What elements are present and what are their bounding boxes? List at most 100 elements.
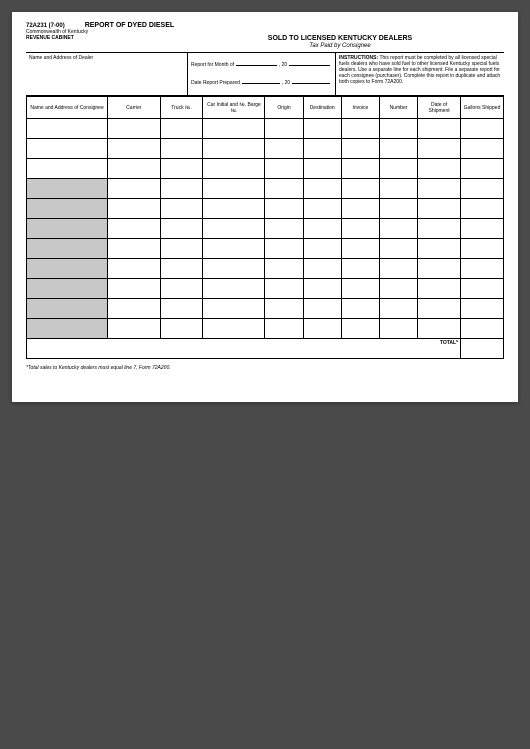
- table-cell[interactable]: [418, 299, 461, 319]
- table-cell[interactable]: [379, 199, 417, 219]
- table-cell[interactable]: [203, 179, 265, 199]
- report-year-blank[interactable]: [289, 65, 330, 66]
- table-cell[interactable]: [27, 139, 108, 159]
- table-cell[interactable]: [379, 259, 417, 279]
- table-cell[interactable]: [418, 259, 461, 279]
- table-cell[interactable]: [265, 279, 303, 299]
- table-cell[interactable]: [265, 259, 303, 279]
- table-cell[interactable]: [379, 299, 417, 319]
- table-cell[interactable]: [27, 119, 108, 139]
- table-cell[interactable]: [203, 299, 265, 319]
- table-cell[interactable]: [160, 279, 203, 299]
- table-cell[interactable]: [108, 299, 160, 319]
- table-cell[interactable]: [341, 159, 379, 179]
- report-month-blank[interactable]: [236, 65, 277, 66]
- table-cell[interactable]: [461, 179, 504, 199]
- table-cell[interactable]: [379, 319, 417, 339]
- table-cell[interactable]: [265, 119, 303, 139]
- table-cell[interactable]: [108, 139, 160, 159]
- table-cell[interactable]: [265, 159, 303, 179]
- table-cell[interactable]: [418, 139, 461, 159]
- table-cell[interactable]: [341, 179, 379, 199]
- table-cell[interactable]: [27, 159, 108, 179]
- table-cell[interactable]: [160, 179, 203, 199]
- table-cell[interactable]: [341, 299, 379, 319]
- table-cell[interactable]: [108, 279, 160, 299]
- table-cell[interactable]: [108, 239, 160, 259]
- table-cell[interactable]: [303, 279, 341, 299]
- table-cell[interactable]: [160, 159, 203, 179]
- table-cell[interactable]: [27, 179, 108, 199]
- table-cell[interactable]: [379, 119, 417, 139]
- table-cell[interactable]: [418, 319, 461, 339]
- table-cell[interactable]: [265, 239, 303, 259]
- table-cell[interactable]: [341, 239, 379, 259]
- table-cell[interactable]: [108, 259, 160, 279]
- table-cell[interactable]: [418, 239, 461, 259]
- date-prepared-blank[interactable]: [242, 83, 280, 84]
- table-cell[interactable]: [203, 219, 265, 239]
- table-cell[interactable]: [203, 119, 265, 139]
- table-cell[interactable]: [418, 199, 461, 219]
- table-cell[interactable]: [27, 199, 108, 219]
- table-cell[interactable]: [27, 239, 108, 259]
- table-cell[interactable]: [108, 199, 160, 219]
- table-cell[interactable]: [418, 179, 461, 199]
- table-cell[interactable]: [303, 259, 341, 279]
- table-cell[interactable]: [341, 139, 379, 159]
- table-cell[interactable]: [303, 239, 341, 259]
- table-cell[interactable]: [160, 259, 203, 279]
- table-cell[interactable]: [203, 159, 265, 179]
- table-cell[interactable]: [203, 139, 265, 159]
- table-cell[interactable]: [418, 119, 461, 139]
- table-cell[interactable]: [341, 119, 379, 139]
- table-cell[interactable]: [203, 259, 265, 279]
- table-cell[interactable]: [379, 179, 417, 199]
- table-cell[interactable]: [303, 199, 341, 219]
- table-cell[interactable]: [341, 199, 379, 219]
- table-cell[interactable]: [27, 279, 108, 299]
- table-cell[interactable]: [379, 239, 417, 259]
- table-cell[interactable]: [265, 199, 303, 219]
- table-cell[interactable]: [27, 259, 108, 279]
- table-cell[interactable]: [108, 319, 160, 339]
- table-cell[interactable]: [160, 119, 203, 139]
- table-cell[interactable]: [461, 119, 504, 139]
- table-cell[interactable]: [341, 319, 379, 339]
- table-cell[interactable]: [265, 139, 303, 159]
- table-cell[interactable]: [303, 159, 341, 179]
- table-cell[interactable]: [461, 139, 504, 159]
- table-cell[interactable]: [379, 159, 417, 179]
- table-cell[interactable]: [108, 219, 160, 239]
- table-cell[interactable]: [418, 279, 461, 299]
- table-cell[interactable]: [461, 299, 504, 319]
- table-cell[interactable]: [303, 179, 341, 199]
- table-cell[interactable]: [203, 239, 265, 259]
- table-cell[interactable]: [203, 279, 265, 299]
- table-cell[interactable]: [265, 219, 303, 239]
- table-cell[interactable]: [461, 219, 504, 239]
- table-cell[interactable]: [341, 279, 379, 299]
- table-cell[interactable]: [303, 299, 341, 319]
- table-cell[interactable]: [265, 179, 303, 199]
- date-year-blank[interactable]: [292, 83, 330, 84]
- table-cell[interactable]: [160, 139, 203, 159]
- table-cell[interactable]: [303, 139, 341, 159]
- table-cell[interactable]: [160, 199, 203, 219]
- table-cell[interactable]: [27, 299, 108, 319]
- table-cell[interactable]: [108, 119, 160, 139]
- table-cell[interactable]: [27, 319, 108, 339]
- table-cell[interactable]: [461, 259, 504, 279]
- table-cell[interactable]: [418, 159, 461, 179]
- table-cell[interactable]: [379, 279, 417, 299]
- table-cell[interactable]: [265, 319, 303, 339]
- table-cell[interactable]: [303, 219, 341, 239]
- table-cell[interactable]: [160, 319, 203, 339]
- table-cell[interactable]: [160, 239, 203, 259]
- table-cell[interactable]: [461, 239, 504, 259]
- table-cell[interactable]: [461, 279, 504, 299]
- table-cell[interactable]: [108, 179, 160, 199]
- table-cell[interactable]: [379, 219, 417, 239]
- table-cell[interactable]: [303, 119, 341, 139]
- table-cell[interactable]: [303, 319, 341, 339]
